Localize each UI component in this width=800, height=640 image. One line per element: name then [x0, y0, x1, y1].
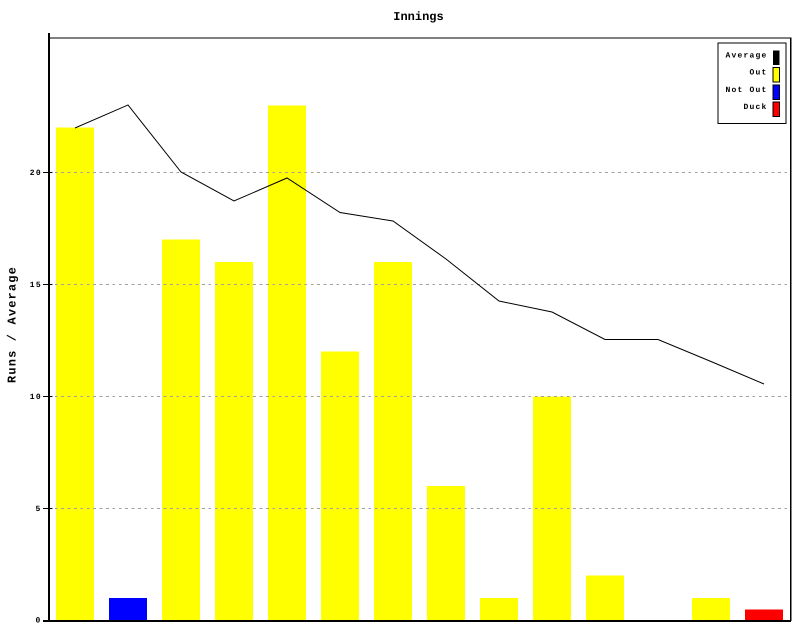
- svg-text:20: 20: [30, 169, 42, 178]
- svg-text:Duck: Duck: [743, 103, 767, 112]
- svg-text:Average: Average: [725, 51, 767, 60]
- svg-text:0: 0: [36, 617, 42, 626]
- svg-text:5: 5: [36, 505, 42, 514]
- svg-text:Runs / Average: Runs / Average: [6, 266, 20, 383]
- svg-text:Out: Out: [749, 69, 767, 78]
- svg-text:15: 15: [30, 281, 42, 290]
- svg-text:10: 10: [30, 393, 42, 402]
- svg-text:Innings: Innings: [393, 10, 443, 24]
- svg-text:Not Out: Not Out: [725, 86, 767, 95]
